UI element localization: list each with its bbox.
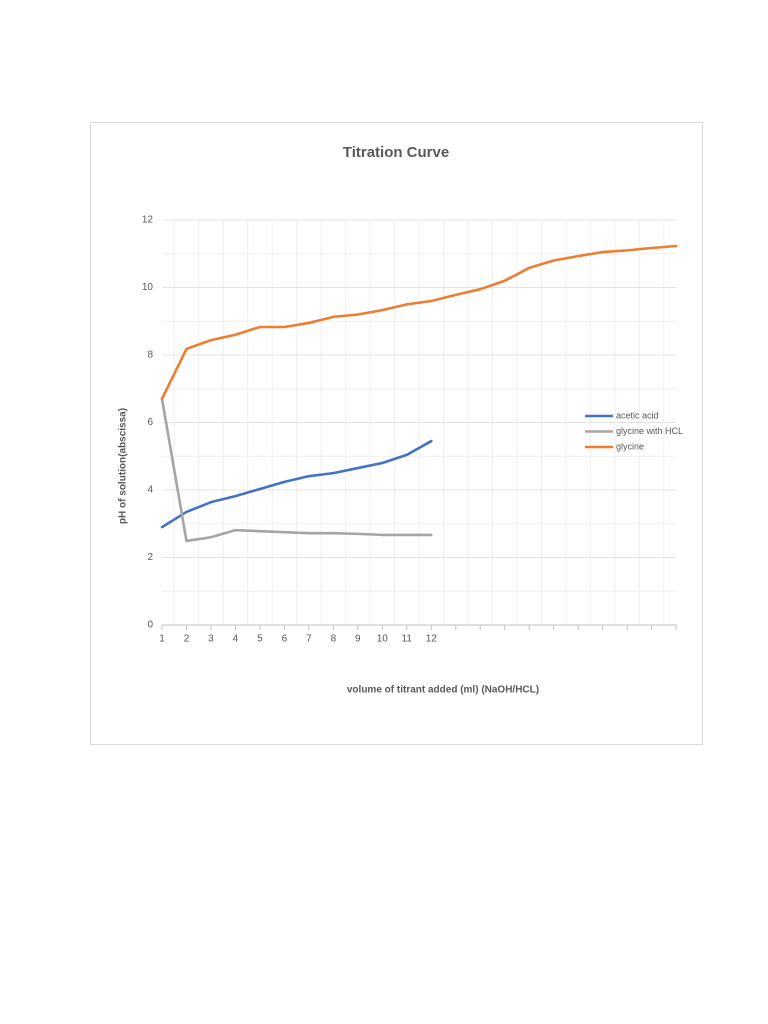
x-tick-label: 1 [159, 634, 165, 645]
series-line [160, 244, 678, 401]
x-tick-label: 3 [208, 634, 214, 645]
x-axis-title: volume of titrant added (ml) (NaOH/HCL) [347, 685, 539, 696]
x-tick-label: 7 [306, 634, 312, 645]
chart-title: Titration Curve [343, 144, 449, 161]
x-tick-label: 9 [355, 634, 361, 645]
x-tick-label: 4 [233, 634, 239, 645]
x-tick-label: 12 [426, 634, 438, 645]
x-tick-label: 6 [282, 634, 288, 645]
x-tick-label: 11 [402, 634, 413, 645]
x-tick-label: 5 [257, 634, 263, 645]
y-tick-label: 4 [147, 485, 153, 496]
y-tick-label: 0 [147, 620, 153, 631]
legend-label: glycine [616, 441, 644, 451]
x-tick-label: 10 [377, 634, 389, 645]
series-line [160, 397, 433, 543]
legend-label: acetic acid [616, 410, 659, 420]
y-tick-label: 6 [147, 417, 153, 428]
y-axis-title: pH of solution(abscissa) [118, 408, 129, 524]
y-tick-label: 10 [142, 282, 154, 293]
y-tick-label: 2 [147, 552, 153, 563]
x-tick-label: 2 [184, 634, 190, 645]
series-line [160, 439, 433, 529]
y-tick-label: 8 [147, 350, 153, 361]
chart-frame [90, 122, 703, 745]
x-tick-label: 8 [331, 634, 337, 645]
legend-label: glycine with HCL [616, 426, 683, 436]
y-tick-label: 12 [142, 215, 154, 226]
